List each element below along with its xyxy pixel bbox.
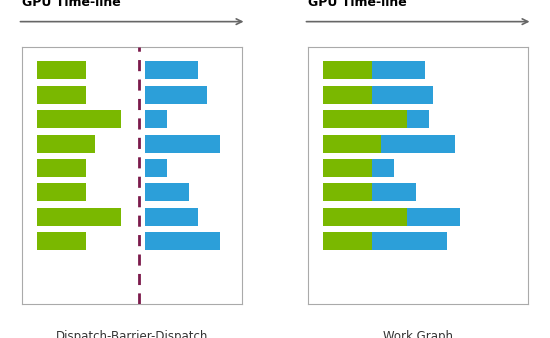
Bar [37, 159, 86, 177]
Bar [37, 135, 95, 153]
Bar [372, 86, 433, 104]
Bar [145, 62, 198, 79]
Bar [37, 184, 86, 201]
Bar [37, 232, 86, 250]
Text: GPU Time-line: GPU Time-line [22, 0, 121, 9]
Bar [323, 135, 381, 153]
Bar [37, 110, 121, 128]
Text: Dispatch-Barrier-Dispatch: Dispatch-Barrier-Dispatch [56, 330, 208, 338]
Bar [145, 208, 198, 226]
Bar [145, 159, 167, 177]
Bar [145, 232, 220, 250]
Bar [372, 62, 425, 79]
Bar [323, 86, 372, 104]
Bar [407, 208, 460, 226]
Bar [372, 159, 394, 177]
Bar [323, 208, 407, 226]
Bar [37, 86, 86, 104]
Bar [323, 62, 372, 79]
Text: GPU Time-line: GPU Time-line [308, 0, 407, 9]
Bar [37, 62, 86, 79]
Bar [37, 208, 121, 226]
Bar [407, 110, 429, 128]
Bar [145, 86, 207, 104]
Bar [323, 232, 372, 250]
Bar [372, 184, 416, 201]
Bar [145, 135, 220, 153]
Bar [372, 232, 447, 250]
Bar [323, 159, 372, 177]
Bar [323, 110, 407, 128]
Bar [145, 110, 167, 128]
Bar [323, 184, 372, 201]
Text: Work Graph: Work Graph [383, 330, 453, 338]
Bar [145, 184, 189, 201]
Bar [381, 135, 455, 153]
